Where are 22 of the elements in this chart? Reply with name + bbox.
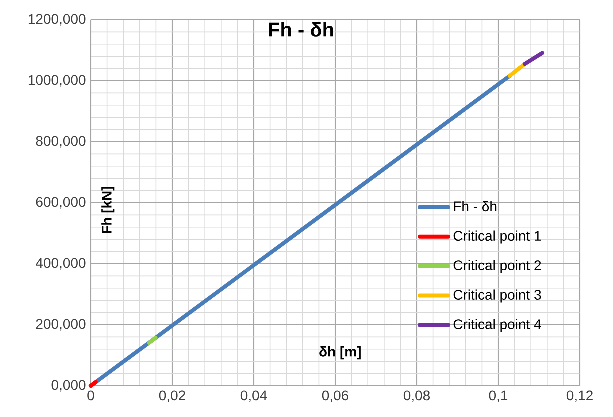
x-tick-label: 0,1	[489, 390, 508, 402]
legend-label: Critical point 1	[454, 230, 542, 244]
x-tick-label: 0,02	[159, 390, 186, 402]
x-tick-label: 0,06	[322, 390, 349, 402]
x-tick-label: 0,08	[404, 390, 430, 402]
y-tick-label: 1000,000	[28, 75, 86, 87]
y-axis-title: Fh [kN]	[102, 187, 115, 234]
legend-label: Critical point 4	[454, 319, 542, 332]
y-tick-label: 800,000	[36, 136, 86, 148]
y-tick-label: 1200,000	[28, 14, 86, 26]
y-tick-label: 400,000	[36, 258, 86, 270]
legend-label: Fh - δh	[454, 201, 497, 212]
y-tick-label: 600,000	[36, 197, 86, 209]
x-tick-label: 0	[88, 390, 94, 401]
x-tick-label: 0,12	[566, 390, 593, 402]
x-tick-label: 0,04	[240, 390, 268, 402]
chart-title: Fh - δh	[269, 22, 334, 37]
legend-label: Critical point 3	[454, 290, 542, 303]
y-tick-label: 0,000	[52, 380, 86, 392]
legend-label: Critical point 2	[454, 260, 542, 274]
x-axis-title: δh [m]	[320, 346, 361, 360]
y-tick-label: 200,000	[36, 319, 86, 331]
